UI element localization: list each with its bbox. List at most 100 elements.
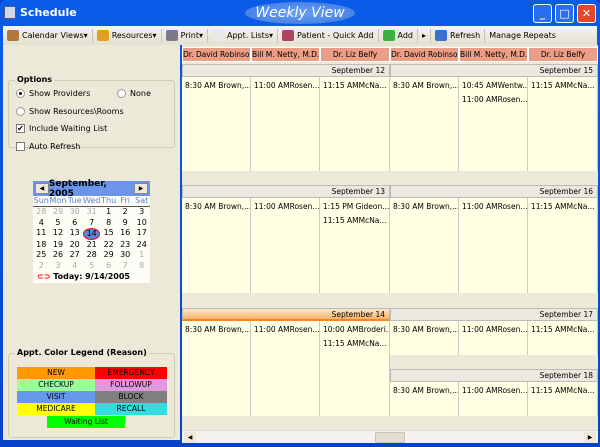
toolbar-add-button[interactable]: Add — [379, 26, 418, 45]
calendar-day[interactable]: 11 — [36, 227, 47, 237]
calendar-day[interactable]: 6 — [72, 217, 78, 227]
calendar-day[interactable]: 31 — [86, 207, 97, 217]
appointment[interactable]: 8:30 AM Brown,... — [185, 325, 251, 334]
maximize-button[interactable]: □ — [555, 4, 574, 23]
calendar-day[interactable]: 27 — [69, 250, 80, 260]
provider-header[interactable]: Dr. David Robinson — [182, 47, 251, 62]
calendar-day[interactable]: 25 — [36, 250, 47, 260]
appointment[interactable]: 8:30 AM Brown,... — [185, 81, 251, 90]
calendar-day[interactable]: 9 — [122, 217, 128, 227]
day-provider-cell[interactable]: 8:30 AM Brown,... — [182, 77, 251, 171]
auto-refresh-checkbox[interactable]: Auto Refresh — [16, 142, 80, 151]
appointment[interactable]: 11:00 AMRosen... — [462, 202, 528, 211]
calendar-day[interactable]: 29 — [103, 250, 114, 260]
calendar-day[interactable]: 10 — [136, 217, 147, 227]
day-provider-cell[interactable]: 10:45 AMWentw... 11:00 AMRosen... — [459, 77, 528, 171]
calendar-day[interactable]: 29 — [52, 207, 64, 217]
appointment[interactable]: 8:30 AM Brown,... — [393, 325, 459, 334]
next-month-button[interactable]: ▶ — [134, 183, 148, 194]
provider-header[interactable]: Dr. David Robinson — [390, 47, 459, 62]
day-provider-cell[interactable]: 11:15 AMMcNa... — [528, 321, 598, 355]
calendar-day[interactable]: 17 — [136, 227, 147, 237]
day-provider-cell[interactable]: 11:15 AMMcNa... — [528, 198, 598, 293]
calendar-day[interactable]: 15 — [103, 227, 114, 237]
calendar-day[interactable]: 8 — [106, 217, 112, 227]
provider-header[interactable]: Dr. Liz Belfy — [320, 47, 390, 62]
appointment[interactable]: 11:00 AMRosen... — [254, 325, 320, 334]
toolbar-patient-quick-add-button[interactable]: Patient - Quick Add — [278, 26, 377, 45]
horizontal-scrollbar[interactable]: ◀ ▶ — [182, 430, 598, 443]
appointment[interactable]: 11:15 AMMcNa... — [531, 386, 595, 395]
day-provider-cell[interactable]: 11:15 AMMcNa... — [528, 77, 598, 171]
appointment[interactable]: 11:15 AMMcNa... — [531, 81, 595, 90]
none-radio[interactable]: None — [117, 89, 151, 98]
include-waiting-list-checkbox[interactable]: ✔ Include Waiting List — [16, 124, 107, 133]
toolbar-calendar-views-button[interactable]: Calendar Views ▾ — [3, 26, 92, 45]
calendar-day[interactable]: 23 — [120, 240, 131, 250]
day-provider-cell[interactable]: 8:30 AM Brown,... — [390, 321, 459, 355]
day-provider-cell[interactable]: 1:15 PM Gideon... 11:15 AMMcNa... — [320, 198, 390, 293]
calendar-day[interactable]: 30 — [120, 250, 131, 260]
calendar-day[interactable]: 28 — [36, 207, 47, 217]
day-provider-cell[interactable]: 8:30 AM Brown,... — [390, 77, 459, 171]
appointment[interactable]: 8:30 AM Brown,... — [185, 202, 251, 211]
calendar-day[interactable]: 8 — [139, 260, 145, 270]
day-provider-cell[interactable]: 11:00 AMRosen... — [459, 321, 528, 355]
appointment[interactable]: 10:00 AMBroderi... — [323, 325, 390, 334]
scroll-left-button[interactable]: ◀ — [184, 432, 196, 443]
scroll-right-button[interactable]: ▶ — [584, 432, 596, 443]
day-provider-cell[interactable]: 11:00 AMRosen... — [251, 77, 320, 171]
toolbar-appt-lists-button[interactable]: Appt. Lists ▾ — [208, 26, 277, 45]
provider-header[interactable]: Bill M. Netty, M.D. — [251, 47, 320, 62]
calendar-day[interactable]: 20 — [69, 240, 80, 250]
calendar-day[interactable]: 5 — [89, 260, 95, 270]
appointment[interactable]: 11:15 AMMcNa... — [531, 325, 595, 334]
appointment[interactable]: 11:00 AMRosen... — [254, 202, 320, 211]
calendar-day[interactable]: 16 — [120, 227, 131, 237]
day-provider-cell[interactable]: 8:30 AM Brown,... — [390, 198, 459, 293]
appointment[interactable]: 11:00 AMRosen... — [462, 325, 528, 334]
calendar-day[interactable]: 24 — [136, 240, 147, 250]
day-provider-cell[interactable]: 11:00 AMRosen... — [459, 382, 528, 416]
calendar-day[interactable]: 19 — [52, 240, 64, 250]
appointment[interactable]: 10:45 AMWentw... — [462, 81, 528, 90]
calendar-day[interactable]: 22 — [103, 240, 114, 250]
calendar-day[interactable]: 2 — [122, 207, 128, 217]
calendar-day[interactable]: 12 — [52, 227, 64, 237]
appointment[interactable]: 8:30 AM Brown,... — [393, 386, 459, 395]
appointment[interactable]: 11:00 AMRosen... — [462, 386, 528, 395]
calendar-day[interactable]: 18 — [36, 240, 47, 250]
calendar-day[interactable]: 7 — [89, 217, 95, 227]
calendar-day[interactable]: 26 — [52, 250, 64, 260]
appointment[interactable]: 11:00 AMRosen... — [254, 81, 320, 90]
day-provider-cell[interactable]: 11:00 AMRosen... — [251, 198, 320, 293]
calendar-day[interactable]: 3 — [55, 260, 61, 270]
calendar-day[interactable]: 21 — [86, 240, 97, 250]
day-provider-cell[interactable]: 8:30 AM Brown,... — [182, 321, 251, 416]
appointment[interactable]: 1:15 PM Gideon... — [323, 202, 390, 211]
close-button[interactable]: ✕ — [577, 4, 596, 23]
scroll-thumb[interactable] — [375, 432, 405, 443]
calendar-day[interactable]: 1 — [139, 250, 145, 260]
calendar-day[interactable]: 28 — [86, 250, 97, 260]
day-provider-cell[interactable]: 11:00 AMRosen... — [459, 198, 528, 293]
calendar-day[interactable]: 7 — [122, 260, 128, 270]
appointment[interactable]: 11:15 AMMcNa... — [323, 216, 387, 225]
show-providers-radio[interactable]: Show Providers — [16, 89, 90, 98]
calendar-day[interactable]: 6 — [106, 260, 112, 270]
day-provider-cell[interactable]: 11:00 AMRosen... — [251, 321, 320, 416]
toolbar-refresh-button[interactable]: Refresh — [431, 26, 484, 45]
appointment[interactable]: 11:15 AMMcNa... — [323, 81, 387, 90]
calendar-day[interactable]: 13 — [69, 227, 80, 237]
calendar-day[interactable]: 3 — [139, 207, 145, 217]
day-provider-cell[interactable]: 11:15 AMMcNa... — [320, 77, 390, 171]
toolbar-print-button[interactable]: Print ▾ — [162, 26, 207, 45]
today-link[interactable]: ⊂⊃ Today: 9/14/2005 — [33, 272, 150, 281]
appointment[interactable]: 11:00 AMRosen... — [462, 95, 528, 104]
toolbar-manage-repeats-button[interactable]: Manage Repeats — [485, 26, 560, 45]
day-provider-cell[interactable]: 11:15 AMMcNa... — [528, 382, 598, 416]
toolbar-resources-button[interactable]: Resources ▾ — [93, 26, 161, 45]
calendar-day[interactable]: 4 — [38, 217, 44, 227]
day-provider-cell[interactable]: 10:00 AMBroderi... 11:15 AMMcNa... — [320, 321, 390, 416]
provider-header[interactable]: Bill M. Netty, M.D. — [459, 47, 528, 62]
